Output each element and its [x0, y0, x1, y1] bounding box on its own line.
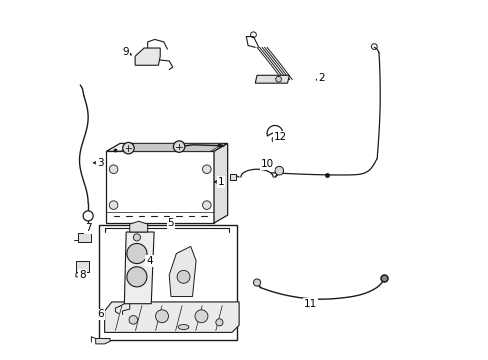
- Polygon shape: [124, 232, 154, 304]
- Circle shape: [133, 234, 140, 241]
- Bar: [78, 233, 91, 242]
- Text: 6: 6: [98, 310, 104, 319]
- Circle shape: [271, 136, 277, 142]
- Text: 11: 11: [304, 299, 317, 309]
- Text: 8: 8: [79, 270, 85, 280]
- Bar: [99, 225, 237, 339]
- Text: 10: 10: [261, 159, 274, 169]
- Text: 5: 5: [167, 218, 174, 228]
- Polygon shape: [255, 75, 289, 83]
- Bar: [85, 226, 91, 231]
- Text: 4: 4: [146, 256, 152, 266]
- Circle shape: [122, 143, 134, 154]
- Circle shape: [275, 76, 281, 82]
- Polygon shape: [135, 48, 160, 65]
- Polygon shape: [129, 221, 147, 232]
- Polygon shape: [96, 338, 110, 344]
- Text: 9: 9: [122, 47, 128, 57]
- Circle shape: [129, 316, 137, 324]
- Text: 1: 1: [218, 177, 224, 187]
- Text: 2: 2: [318, 73, 324, 83]
- Circle shape: [126, 267, 147, 287]
- Circle shape: [253, 279, 260, 286]
- Bar: [76, 261, 89, 272]
- Polygon shape: [169, 246, 196, 297]
- Polygon shape: [121, 143, 224, 151]
- Circle shape: [274, 166, 283, 175]
- Circle shape: [215, 319, 223, 326]
- Text: 12: 12: [273, 132, 286, 142]
- Polygon shape: [214, 143, 227, 223]
- Circle shape: [109, 201, 118, 210]
- Ellipse shape: [178, 324, 188, 329]
- Text: 7: 7: [85, 224, 92, 233]
- Circle shape: [126, 243, 147, 264]
- Circle shape: [173, 141, 184, 152]
- Circle shape: [109, 165, 118, 174]
- Polygon shape: [106, 143, 227, 151]
- Circle shape: [202, 165, 211, 174]
- Circle shape: [195, 310, 207, 323]
- Bar: [230, 174, 235, 180]
- Polygon shape: [104, 302, 239, 332]
- Text: 3: 3: [97, 158, 103, 168]
- Circle shape: [155, 310, 168, 323]
- Circle shape: [202, 201, 211, 210]
- Circle shape: [142, 52, 150, 60]
- Circle shape: [177, 270, 190, 283]
